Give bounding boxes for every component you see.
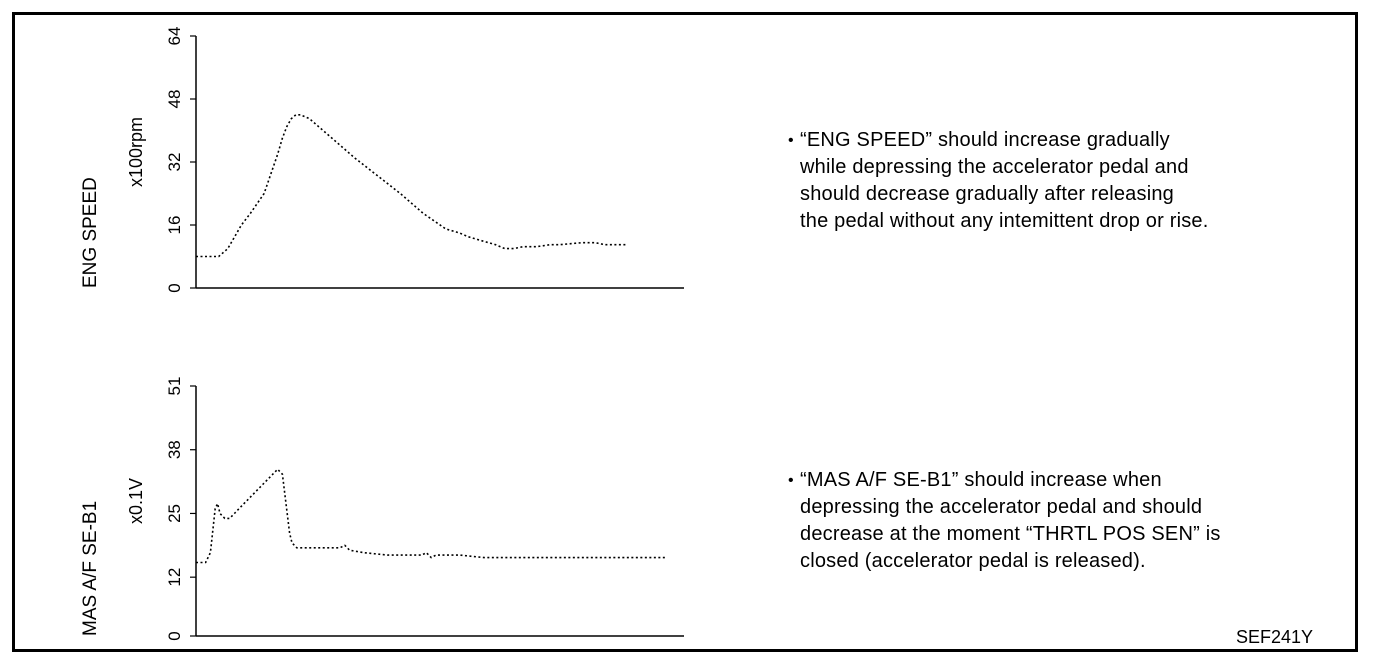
note-line: closed (accelerator pedal is released). <box>800 550 1146 572</box>
note-line: “ENG SPEED” should increase gradually <box>800 129 1170 151</box>
y-axis-label: MAS A/F SE-B1 <box>80 501 101 636</box>
note-line: should decrease gradually after releasin… <box>800 183 1174 205</box>
mas-af-chart: 0 12 25 38 51 MAS A/F SE-B1 x0.1V <box>80 377 684 641</box>
mas-af-note: • “MAS A/F SE-B1” should increase when d… <box>788 467 1221 575</box>
y-tick-label: 16 <box>165 216 184 235</box>
note-line: the pedal without any intemittent drop o… <box>800 210 1209 232</box>
series-line <box>196 114 628 258</box>
y-tick-label: 12 <box>165 568 184 587</box>
series-line <box>196 468 667 564</box>
eng-speed-chart: 0 16 32 48 64 ENG SPEED x100rpm <box>80 27 684 293</box>
y-tick-label: 51 <box>165 377 184 396</box>
y-tick-label: 64 <box>165 27 184 46</box>
y-tick-label: 32 <box>165 153 184 172</box>
note-line: depressing the accelerator pedal and sho… <box>800 496 1203 518</box>
note-line: “MAS A/F SE-B1” should increase when <box>800 469 1162 491</box>
note-line: decrease at the moment “THRTL POS SEN” i… <box>800 523 1221 545</box>
bullet-icon: • <box>788 472 794 489</box>
figure-code: SEF241Y <box>1236 627 1314 647</box>
y-axis-label: ENG SPEED <box>80 177 101 288</box>
y-tick-label: 38 <box>165 440 184 459</box>
y-tick-label: 25 <box>165 504 184 523</box>
eng-speed-note: • “ENG SPEED” should increase gradually … <box>788 127 1209 235</box>
bullet-icon: • <box>788 132 794 149</box>
y-axis-unit: x100rpm <box>126 117 146 187</box>
y-tick-label: 0 <box>165 283 184 292</box>
y-tick-label: 0 <box>165 631 184 640</box>
y-axis-unit: x0.1V <box>126 478 146 524</box>
y-tick-label: 48 <box>165 90 184 109</box>
note-line: while depressing the accelerator pedal a… <box>800 156 1189 178</box>
figure-frame <box>12 12 1358 652</box>
